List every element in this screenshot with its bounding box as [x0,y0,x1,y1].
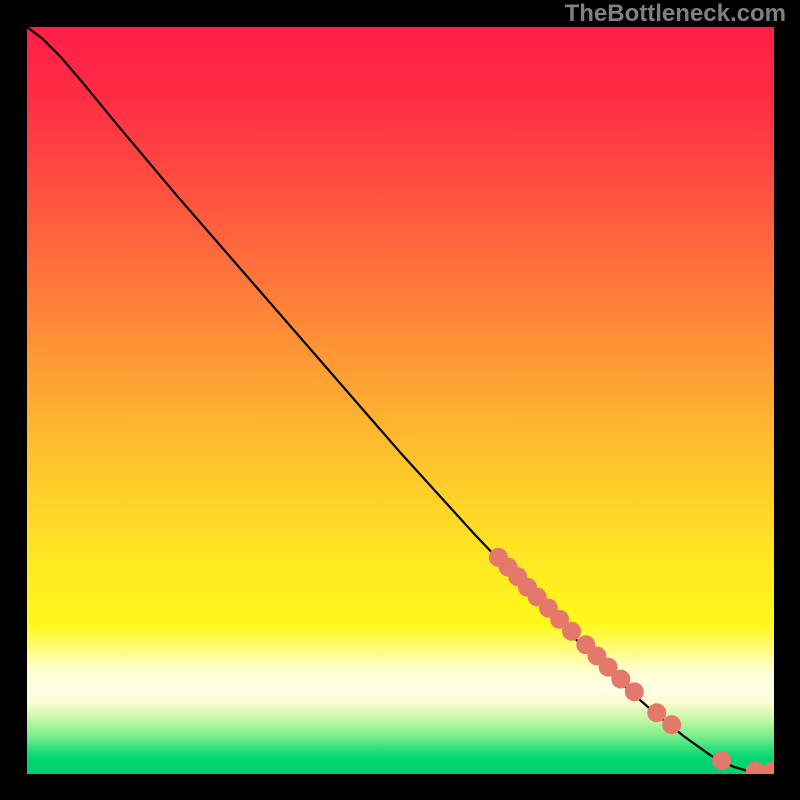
chart-stage: TheBottleneck.com [0,0,800,800]
gradient-background [27,27,774,774]
data-marker [662,715,681,734]
data-marker [647,703,666,722]
data-marker [712,751,731,770]
watermark-text: TheBottleneck.com [565,0,786,28]
data-marker [562,622,581,641]
plot-area [27,27,774,774]
data-marker [625,682,644,701]
plot-svg [27,27,774,774]
